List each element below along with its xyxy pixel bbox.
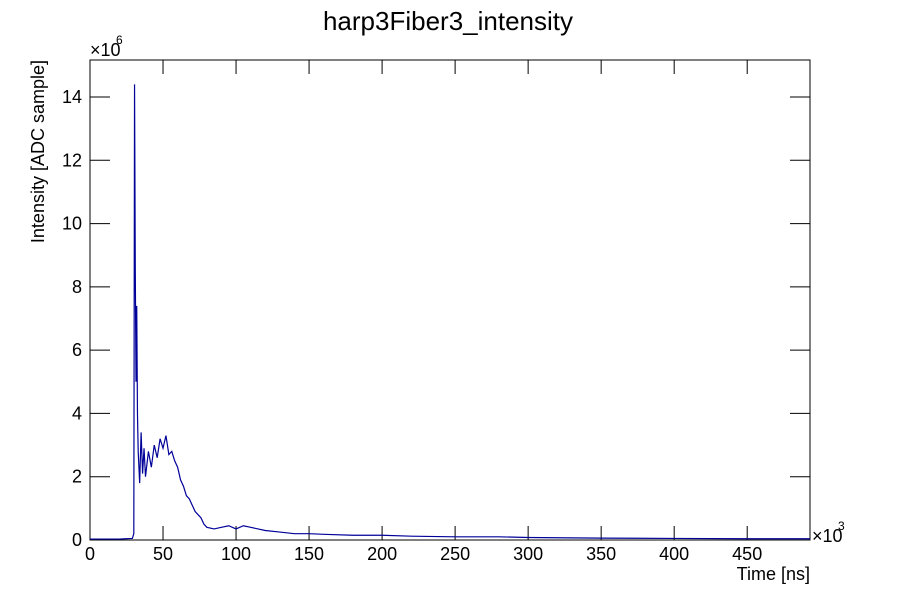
y-tick-label: 2 [72, 467, 82, 487]
y-scale-base: ×10 [90, 40, 121, 60]
x-tick-label: 0 [85, 544, 95, 564]
x-tick-label: 300 [513, 544, 543, 564]
y-tick-label: 4 [72, 403, 82, 423]
x-tick-label: 350 [586, 544, 616, 564]
y-tick-label: 8 [72, 277, 82, 297]
x-tick-label: 200 [367, 544, 397, 564]
y-tick-label: 14 [62, 87, 82, 107]
series-line [90, 84, 810, 540]
y-tick-label: 12 [62, 150, 82, 170]
y-tick-label: 10 [62, 214, 82, 234]
x-scale-base: ×10 [812, 526, 843, 546]
x-tick-label: 250 [440, 544, 470, 564]
x-tick-label: 100 [221, 544, 251, 564]
y-tick-label: 6 [72, 340, 82, 360]
x-tick-label: 400 [659, 544, 689, 564]
x-tick-label: 50 [153, 544, 173, 564]
x-axis-label: Time [ns] [737, 564, 810, 584]
x-tick-label: 150 [294, 544, 324, 564]
y-scale-exponent: 6 [116, 33, 123, 47]
plot-frame [89, 59, 811, 541]
x-scale-exponent: 3 [838, 519, 845, 533]
chart-title: harp3Fiber3_intensity [323, 6, 573, 36]
y-tick-label: 0 [72, 530, 82, 550]
x-tick-label: 450 [732, 544, 762, 564]
y-axis-label: Intensity [ADC sample] [28, 60, 48, 243]
